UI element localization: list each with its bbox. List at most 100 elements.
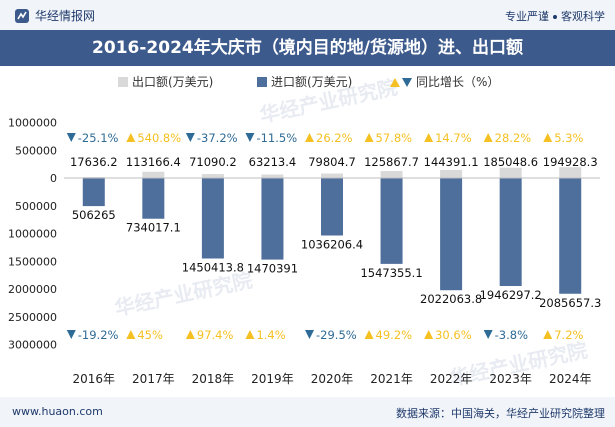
tagline-left: 专业严谨 — [505, 10, 549, 23]
legend-down-triangle-icon — [402, 78, 412, 87]
import-value-label: 734017.1 — [126, 221, 181, 235]
export-growth-label: 540.8% — [137, 131, 181, 145]
y-tick-label: 1500000 — [8, 255, 57, 268]
legend-swatch-import — [257, 77, 267, 87]
import-down-triangle-icon — [66, 330, 76, 339]
export-up-triangle-icon — [543, 133, 553, 142]
y-tick-label: 2500000 — [8, 311, 57, 324]
import-bar — [82, 178, 105, 207]
import-growth-label: 49.2% — [376, 328, 413, 342]
x-tick-label: 2019年 — [251, 372, 294, 386]
export-bar — [440, 169, 463, 178]
import-value-label: 1547355.1 — [360, 266, 422, 280]
bars — [82, 167, 582, 294]
export-up-triangle-icon — [424, 133, 434, 142]
top-bar: 华经情报网 专业严谨 客观科学 — [0, 0, 615, 30]
export-growth-label: -11.5% — [256, 131, 297, 145]
watermark-text: 华经产业研究院 — [113, 268, 255, 321]
import-down-triangle-icon — [483, 330, 493, 339]
import-up-triangle-icon — [245, 330, 255, 339]
data-labels: 17636.2 506265 113166.4 734017.1 71090.2 1450… — [70, 155, 601, 310]
export-value-label: 79804.7 — [308, 155, 356, 169]
legend-label-export: 出口额(万美元) — [132, 75, 213, 89]
export-up-triangle-icon — [305, 133, 314, 142]
footer-site: www.huaon.com — [12, 405, 103, 418]
brand-logo-icon — [15, 8, 29, 23]
x-tick-label: 2016年 — [73, 372, 116, 386]
x-tick-label: 2017年 — [132, 372, 175, 386]
export-bar — [321, 173, 343, 178]
export-value-label: 194928.3 — [543, 155, 598, 169]
import-bar — [559, 178, 582, 294]
export-up-triangle-icon — [364, 133, 374, 142]
export-growth-label: 5.3% — [554, 131, 583, 145]
title-bar: 2016-2024年大庆市（境内目的地/货源地）进、出口额 — [0, 30, 615, 66]
export-down-triangle-icon — [66, 133, 76, 142]
export-value-label: 63213.4 — [249, 155, 297, 169]
export-value-label: 17636.2 — [70, 155, 118, 169]
export-growth-label: 28.2% — [495, 131, 532, 145]
import-growth-label: -29.5% — [316, 328, 357, 342]
export-value-label: 113166.4 — [126, 155, 181, 169]
import-bar — [201, 178, 224, 259]
export-bar — [142, 171, 165, 178]
import-bar — [321, 178, 343, 236]
export-bar — [380, 171, 403, 178]
export-bar — [559, 167, 582, 178]
import-growth-label: -3.8% — [495, 328, 528, 342]
x-tick-label: 2018年 — [192, 372, 235, 386]
import-bar — [380, 178, 403, 264]
y-tick-label: 2000000 — [8, 283, 57, 296]
export-bar — [261, 174, 284, 178]
import-value-label: 1450413.8 — [182, 260, 244, 274]
import-up-triangle-icon — [364, 330, 374, 339]
import-value-label: 1946297.2 — [480, 288, 542, 302]
import-bar — [499, 178, 522, 287]
export-value-label: 125867.7 — [364, 155, 419, 169]
y-tick-label: 3000000 — [8, 339, 57, 352]
export-bar — [499, 167, 522, 178]
brand: 华经情报网 — [14, 7, 95, 24]
growth-markers: -25.1% -19.2% 540.8% 45% -37.2% 97.4% -11.5% 1.… — [66, 131, 584, 342]
import-value-label: 506265 — [72, 208, 116, 222]
import-value-label: 2022063.8 — [420, 292, 482, 306]
import-value-label: 2085657.3 — [539, 296, 601, 310]
axes: 1000000 500000 0 500000 1000000 1500000 200000… — [8, 117, 600, 386]
y-tick-label: 500000 — [15, 144, 57, 157]
footer: www.huaon.com 数据来源：中国海关，华经产业研究院整理 — [0, 397, 615, 427]
legend-up-triangle-icon — [390, 78, 400, 87]
export-up-triangle-icon — [126, 133, 136, 142]
x-tick-label: 2022年 — [430, 372, 473, 386]
y-tick-label: 0 — [50, 172, 57, 185]
x-tick-label: 2020年 — [311, 372, 354, 386]
tagline-dot-icon — [553, 15, 557, 19]
import-growth-label: 97.4% — [197, 328, 234, 342]
footer-source: 数据来源：中国海关，华经产业研究院整理 — [396, 407, 605, 420]
import-up-triangle-icon — [126, 330, 136, 339]
import-bar — [261, 178, 284, 260]
legend: 出口额(万美元) 进口额(万美元) 同比增长（%） — [118, 75, 499, 89]
tagline-right: 客观科学 — [561, 10, 605, 23]
brand-name: 华经情报网 — [35, 9, 96, 23]
legend-label-import: 进口额(万美元) — [271, 75, 352, 89]
export-down-triangle-icon — [245, 133, 255, 142]
export-value-label: 185048.6 — [483, 155, 538, 169]
x-tick-label: 2024年 — [549, 372, 592, 386]
chart-title: 2016-2024年大庆市（境内目的地/货源地）进、出口额 — [92, 38, 523, 58]
legend-swatch-export — [118, 77, 128, 87]
import-value-label: 1036206.4 — [301, 238, 363, 252]
export-down-triangle-icon — [185, 133, 195, 142]
x-tick-label: 2021年 — [370, 372, 413, 386]
import-down-triangle-icon — [305, 330, 314, 339]
import-bar — [142, 178, 165, 219]
tagline: 专业严谨 客观科学 — [505, 8, 605, 24]
export-value-label: 71090.2 — [189, 155, 237, 169]
import-growth-label: 30.6% — [435, 328, 472, 342]
export-growth-label: 14.7% — [435, 131, 472, 145]
import-up-triangle-icon — [543, 330, 553, 339]
export-value-label: 144391.1 — [424, 155, 479, 169]
export-growth-label: -37.2% — [197, 131, 238, 145]
x-tick-label: 2023年 — [489, 372, 532, 386]
export-growth-label: 57.8% — [376, 131, 413, 145]
